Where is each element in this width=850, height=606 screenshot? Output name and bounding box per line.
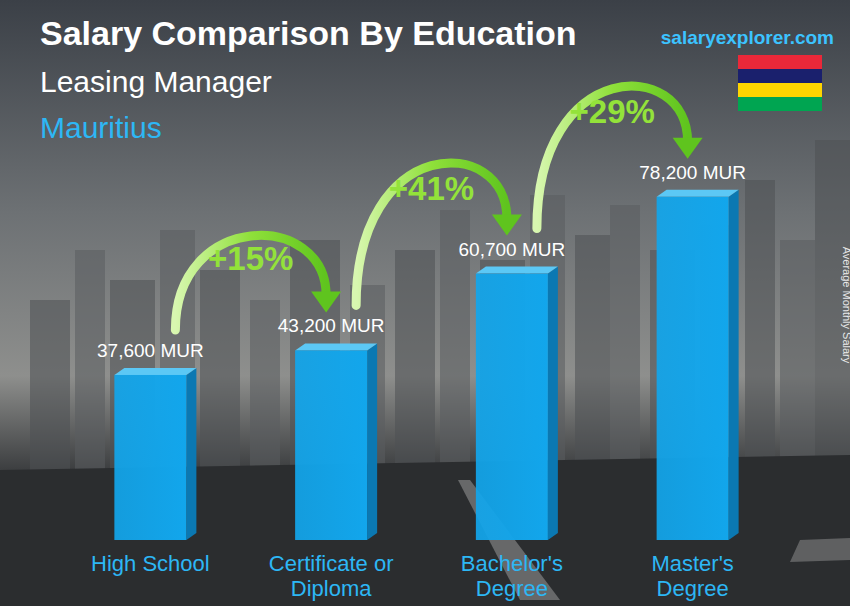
- bar: [295, 350, 367, 540]
- bar-side: [729, 190, 739, 540]
- title: Salary Comparison By Education: [40, 14, 577, 52]
- bar-top: [657, 190, 739, 197]
- bar: [114, 375, 186, 540]
- annotation: +29%: [570, 93, 655, 130]
- category-label: Bachelor'sDegree: [461, 551, 563, 601]
- chart-canvas: 37,600 MUR 43,200 MUR 60,700 MUR 78,200 MUR…: [0, 0, 850, 606]
- flag-stripe: [738, 69, 822, 83]
- category-line: Degree: [476, 576, 548, 601]
- bar: [476, 274, 548, 540]
- arrow-head: [311, 291, 341, 312]
- building: [575, 235, 615, 480]
- annotation: +41%: [389, 170, 474, 207]
- category-line: Certificate or: [269, 551, 394, 576]
- data-label: 37,600 MUR: [97, 340, 204, 361]
- category-line: Diploma: [291, 576, 372, 601]
- category-label: Certificate orDiploma: [269, 551, 394, 601]
- building: [610, 205, 640, 480]
- bar-side: [367, 343, 377, 540]
- category-line: High School: [91, 551, 210, 576]
- arrow-head: [673, 138, 703, 159]
- subtitle: Leasing Manager: [40, 65, 272, 98]
- category-line: Master's: [651, 551, 733, 576]
- region: Mauritius: [40, 111, 162, 144]
- arrow: [175, 235, 326, 330]
- building: [395, 250, 435, 480]
- flag-stripe: [738, 97, 822, 111]
- bar: [657, 197, 729, 540]
- building: [30, 300, 70, 480]
- building: [250, 300, 280, 480]
- category-label: High School: [91, 551, 210, 576]
- arrow: [356, 163, 507, 306]
- source: salaryexplorer.com: [661, 27, 834, 48]
- lane-mark: [790, 538, 850, 562]
- data-label: 78,200 MUR: [639, 162, 746, 183]
- bar-top: [295, 343, 377, 350]
- arrow-head: [492, 215, 522, 236]
- bar-top: [476, 267, 558, 274]
- category-label: Master'sDegree: [651, 551, 733, 601]
- annotation: +15%: [208, 240, 293, 277]
- building: [200, 270, 240, 480]
- bars: [114, 190, 738, 540]
- arrow: [537, 86, 688, 229]
- building: [75, 250, 105, 480]
- flag-stripe: [738, 83, 822, 97]
- category-line: Degree: [657, 576, 729, 601]
- flag-stripe: [738, 55, 822, 69]
- category-line: Bachelor's: [461, 551, 563, 576]
- building: [780, 240, 820, 480]
- bar-side: [186, 368, 196, 540]
- background: [0, 0, 850, 606]
- data-label: 60,700 MUR: [459, 239, 566, 260]
- data-label: 43,200 MUR: [278, 315, 385, 336]
- bar-side: [548, 267, 558, 540]
- bar-top: [114, 368, 196, 375]
- building: [745, 180, 775, 480]
- y-axis-label: Average Monthly Salary: [841, 247, 850, 364]
